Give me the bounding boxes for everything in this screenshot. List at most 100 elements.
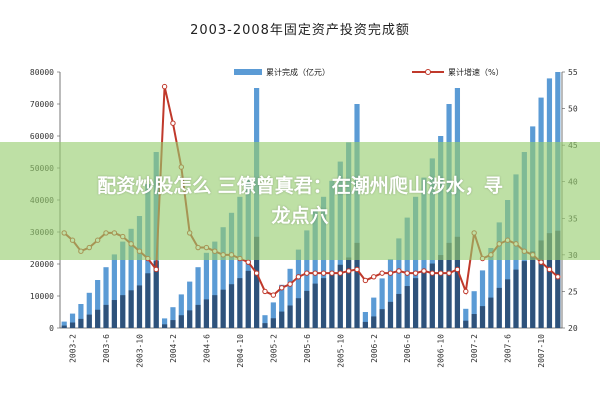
bar: [203, 252, 210, 328]
bar: [103, 267, 109, 328]
bar-lower: [538, 240, 544, 328]
legend-marker-line: [425, 69, 431, 75]
bar: [111, 254, 117, 328]
bar-lower: [312, 283, 318, 328]
x-tick-label: 2007-10: [537, 334, 546, 368]
line-point: [463, 288, 469, 295]
line-point: [345, 268, 352, 274]
bar: [295, 249, 302, 328]
bar-lower: [454, 236, 461, 328]
bar: [161, 318, 168, 328]
bar-lower: [354, 242, 360, 328]
line-point: [404, 270, 410, 276]
bar-lower: [412, 278, 419, 328]
left-tick-label: 10000: [30, 292, 54, 301]
x-tick-label: 2007-2: [470, 334, 479, 363]
x-tick-label: 2005-10: [336, 334, 345, 368]
bar-lower: [128, 290, 134, 328]
bar-lower: [488, 297, 494, 328]
bar-lower: [220, 289, 226, 328]
bar-lower: [496, 287, 502, 328]
bar-lower: [404, 286, 410, 328]
bar: [178, 294, 184, 328]
bar: [61, 321, 67, 328]
bar-lower: [170, 320, 176, 328]
bar-lower: [546, 233, 553, 328]
line-point: [362, 277, 369, 284]
bar-lower: [287, 305, 293, 328]
bar-lower: [479, 306, 486, 328]
bar-lower: [187, 310, 193, 328]
line-point: [412, 270, 419, 276]
bar: [379, 278, 385, 328]
line-point: [337, 270, 343, 276]
line-point: [270, 292, 277, 298]
left-tick-label: 20000: [30, 260, 54, 269]
left-tick-label: 0: [49, 324, 54, 333]
line-point: [153, 266, 159, 273]
line-point: [454, 266, 461, 273]
bar-lower: [228, 284, 235, 328]
bar: [78, 304, 84, 328]
bar: [279, 284, 285, 328]
bar-lower: [195, 304, 201, 328]
bar-lower: [178, 315, 184, 328]
line-point: [295, 274, 302, 280]
bar: [220, 227, 226, 328]
bar: [128, 228, 134, 328]
bar-lower: [61, 325, 67, 328]
bar-lower: [396, 293, 402, 328]
legend-swatch-bars: [234, 69, 262, 75]
line-point: [387, 270, 394, 276]
bar-lower: [95, 309, 101, 328]
line-point: [379, 270, 385, 276]
x-tick-label: 2007-6: [504, 334, 513, 363]
bar: [69, 313, 76, 328]
bar-lower: [161, 324, 168, 328]
bar-lower: [346, 257, 352, 328]
overlay-banner: 配资炒股怎么 三僚曾真君：在潮州爬山涉水，寻龙点穴: [0, 142, 600, 260]
bar-lower: [295, 298, 302, 328]
line-point: [354, 266, 360, 273]
bar: [212, 241, 218, 328]
bar-lower: [530, 251, 536, 328]
left-tick-label: 60000: [30, 132, 54, 141]
bar-lower: [69, 322, 76, 328]
bar-lower: [212, 295, 218, 328]
bar-lower: [471, 314, 477, 328]
bar-lower: [145, 273, 151, 328]
x-tick-label: 2003-2: [69, 334, 78, 363]
line-point: [371, 274, 377, 280]
right-tick-label: 50: [568, 105, 578, 114]
bar: [387, 259, 394, 328]
bar: [95, 280, 101, 328]
bar: [471, 291, 477, 328]
left-tick-label: 70000: [30, 100, 54, 109]
bar: [463, 308, 469, 328]
line-point: [446, 270, 452, 276]
bar-lower: [111, 300, 117, 328]
line-point: [555, 274, 561, 280]
x-tick-label: 2003-6: [102, 334, 111, 363]
bar: [479, 270, 486, 328]
legend-label-line: 累计增速（%）: [448, 67, 504, 77]
line-point: [253, 270, 260, 276]
bar-lower: [379, 309, 385, 328]
bar: [228, 212, 235, 328]
right-tick-label: 25: [568, 287, 578, 296]
bar-lower: [320, 278, 327, 328]
line-point: [538, 259, 544, 265]
x-tick-label: 2006-10: [437, 334, 446, 368]
right-tick-label: 55: [568, 68, 578, 77]
x-tick-label: 2005-2: [269, 334, 278, 363]
bar-lower: [103, 304, 109, 328]
bar: [488, 248, 494, 328]
line-point: [437, 270, 444, 276]
bar: [505, 200, 511, 328]
line-point: [245, 259, 251, 265]
bar: [195, 267, 201, 328]
x-tick-label: 2005-6: [303, 334, 312, 363]
bar-lower: [279, 311, 285, 328]
line-point: [396, 268, 402, 274]
bar-lower: [337, 264, 343, 328]
